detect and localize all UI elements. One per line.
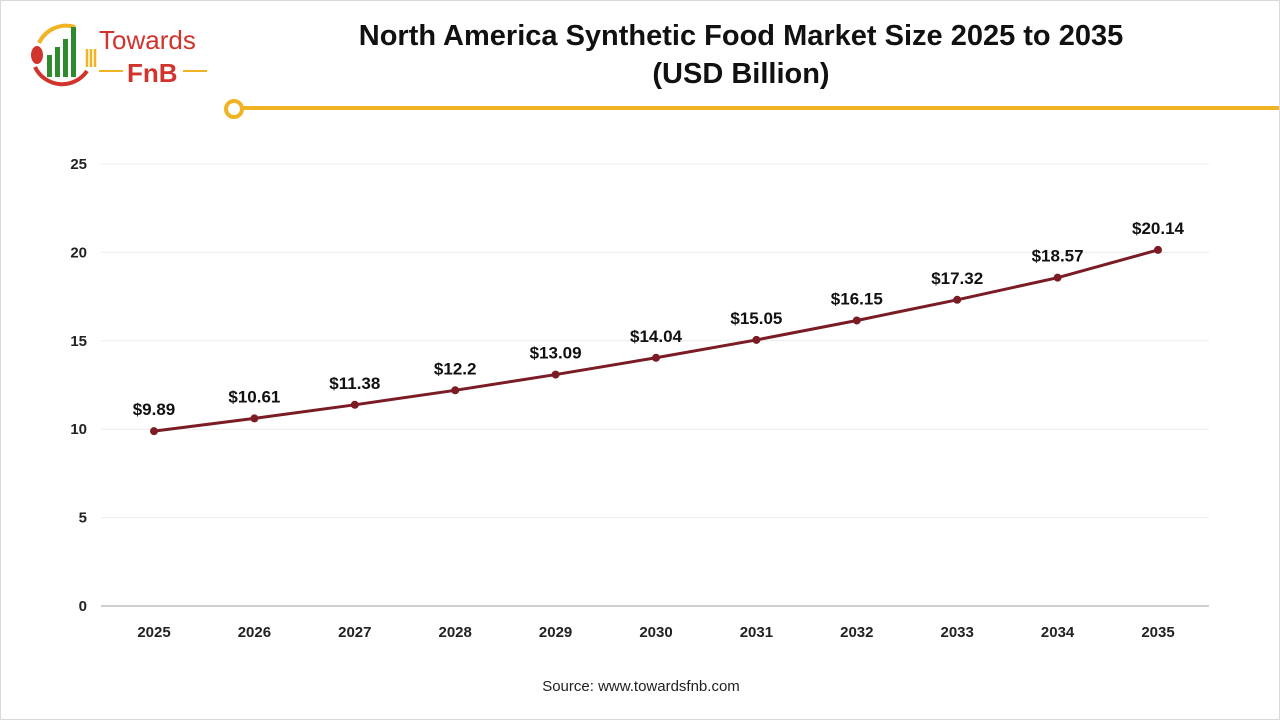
data-point [752, 335, 761, 344]
data-point [1053, 273, 1062, 282]
data-label: $13.09 [530, 344, 582, 363]
y-tick-label: 10 [70, 421, 87, 438]
source-note: Source: www.towardsfnb.com [542, 678, 740, 695]
x-tick-label: 2035 [1141, 624, 1174, 641]
x-tick-label: 2030 [639, 624, 672, 641]
data-point [652, 353, 660, 362]
y-tick-label: 5 [79, 510, 87, 527]
x-tick-label: 2025 [137, 624, 170, 641]
data-point [350, 400, 359, 409]
data-label: $17.32 [931, 269, 983, 288]
title-line-2: (USD Billion) [652, 58, 830, 90]
y-tick-label: 25 [70, 156, 87, 173]
x-tick-label: 2028 [439, 624, 472, 641]
data-point [953, 295, 962, 304]
data-point [250, 414, 259, 423]
data-label: $14.04 [630, 327, 683, 346]
data-label: $11.38 [329, 374, 380, 393]
x-tick-label: 2032 [840, 624, 873, 641]
data-label: $15.05 [730, 309, 782, 328]
data-label: $18.57 [1032, 247, 1084, 266]
data-point [551, 370, 560, 379]
data-point [852, 316, 861, 325]
x-tick-label: 2033 [941, 624, 974, 641]
towards-fnb-logo: Towards FnB [31, 23, 207, 88]
x-tick-label: 2034 [1041, 624, 1075, 641]
x-tick-label: 2029 [539, 624, 572, 641]
decorative-divider [224, 99, 1279, 119]
x-tick-label: 2027 [338, 624, 371, 641]
data-point [1154, 245, 1162, 254]
data-label: $20.14 [1132, 219, 1185, 238]
y-tick-label: 15 [70, 333, 87, 350]
svg-text:Towards: Towards [99, 25, 196, 55]
title-line-1: North America Synthetic Food Market Size… [358, 20, 1124, 52]
x-tick-label: 2031 [740, 624, 773, 641]
data-label: $12.2 [434, 359, 477, 378]
data-label: $9.89 [133, 400, 176, 419]
x-tick-label: 2026 [238, 624, 271, 641]
data-point [451, 386, 460, 395]
chart-title: North America Synthetic Food Market Size… [301, 17, 1181, 93]
data-point [150, 427, 158, 436]
svg-text:FnB: FnB [127, 58, 178, 88]
y-tick-label: 0 [79, 598, 87, 615]
data-label: $16.15 [831, 289, 883, 308]
data-label: $10.61 [228, 387, 280, 406]
y-tick-label: 20 [70, 244, 87, 261]
